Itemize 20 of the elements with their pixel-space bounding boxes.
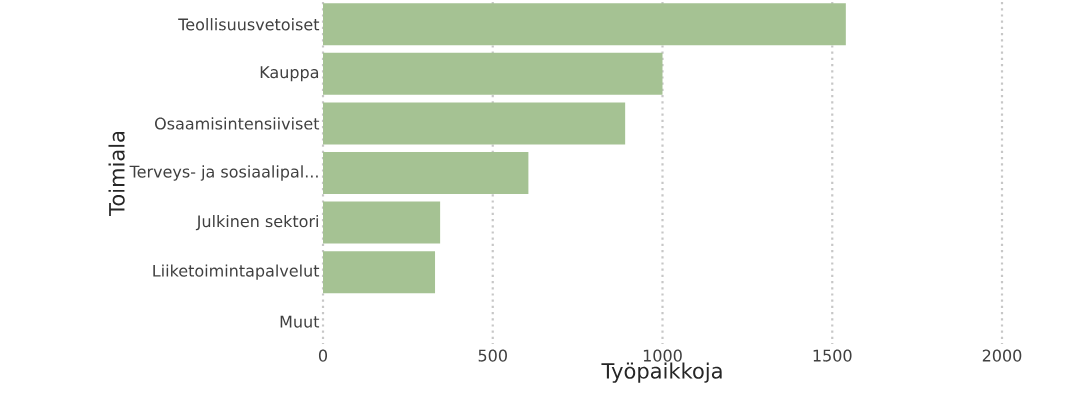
y-tick-label: Kauppa: [260, 66, 319, 82]
y-tick-label: Terveys- ja sosiaalipal...: [129, 165, 318, 181]
x-tick-label: 500: [478, 349, 507, 362]
x-tick-label: 0: [318, 349, 328, 362]
y-tick-label: Muut: [280, 315, 320, 328]
y-tick-label: Osaamisintensiiviset: [155, 117, 320, 130]
x-tick-label: 2000: [982, 349, 1022, 362]
bar: [323, 201, 441, 244]
bar: [323, 52, 663, 95]
y-tick-label: Liiketoimintapalvelut: [153, 264, 320, 280]
bar: [323, 102, 626, 145]
x-tick-label: 1000: [643, 349, 682, 362]
bar: [323, 251, 436, 294]
y-tick-label: Teollisuusvetoiset: [178, 18, 320, 31]
y-tick-label: Julkinen sektori: [195, 214, 318, 231]
bar: [323, 3, 846, 46]
bar: [323, 152, 529, 195]
x-tick-label: 1500: [813, 349, 852, 362]
x-axis-title: Työpaikkoja: [601, 362, 722, 383]
y-axis-title: Toimiala: [108, 131, 125, 216]
